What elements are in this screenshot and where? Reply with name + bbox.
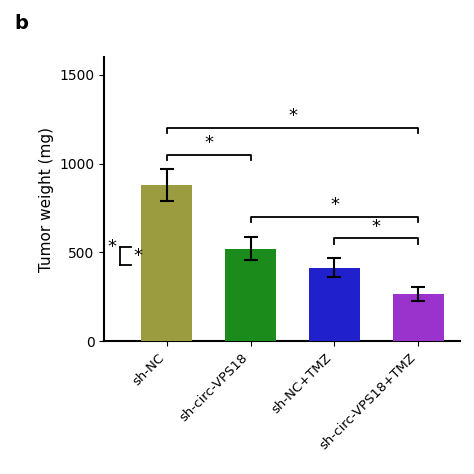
Text: *: * — [204, 134, 213, 152]
Text: *: * — [133, 247, 142, 265]
Text: b: b — [14, 14, 28, 33]
Text: *: * — [330, 196, 339, 214]
Bar — [141, 185, 192, 341]
Y-axis label: Tumor weight (mg): Tumor weight (mg) — [39, 127, 54, 272]
Text: *: * — [107, 238, 116, 256]
Text: *: * — [288, 107, 297, 125]
Text: *: * — [372, 218, 381, 236]
Bar — [393, 294, 444, 341]
Bar — [310, 267, 360, 341]
Bar — [225, 249, 276, 341]
